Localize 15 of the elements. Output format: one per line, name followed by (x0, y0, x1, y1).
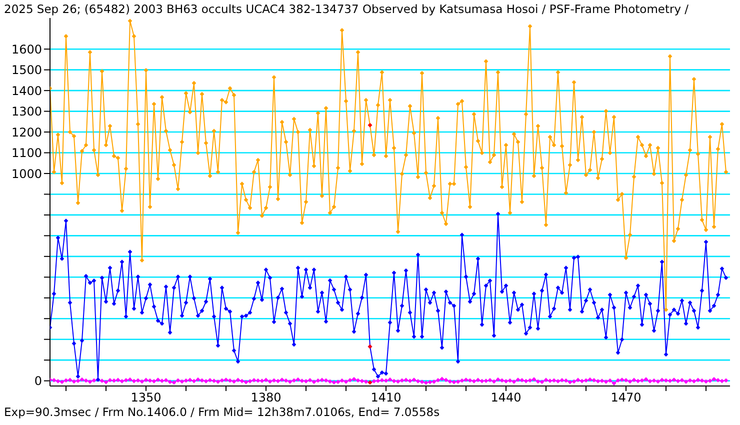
y-tick-label: 1100 (11, 146, 42, 160)
x-tick-label: 1380 (250, 390, 282, 405)
x-tick-label: 1410 (370, 390, 402, 405)
chart-title: 2025 Sep 26; (65482) 2003 BH63 occults UCAC4 382-134737 Observed by Katsumasa Hosoi / PSF-Frame Photometry / (4, 2, 689, 16)
x-tick-label: 1350 (130, 390, 162, 405)
x-tick-label: 1470 (610, 390, 642, 405)
y-tick-label: 1000 (11, 166, 42, 181)
y-tick-label: 1200 (11, 125, 42, 140)
x-tick-label: 1440 (490, 390, 522, 405)
text: Exp=90.3msec / Frm No.1406.0 / Frm Mid= 12h38m7.0106s, End= 7.0558s (4, 405, 440, 419)
y-tick-label: 1400 (11, 84, 42, 98)
y-tick-label: 1600 (11, 42, 42, 56)
y-tick-label: 1300 (11, 104, 42, 119)
y-tick-label: 0 (34, 374, 42, 388)
y-tick-label: 1500 (11, 63, 42, 78)
